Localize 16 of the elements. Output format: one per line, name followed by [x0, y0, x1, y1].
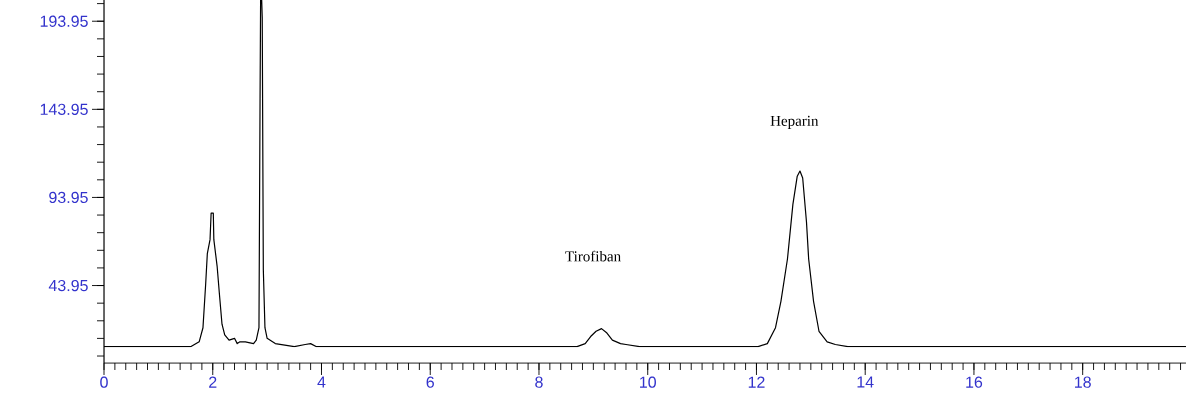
x-tick-label: 10 — [640, 376, 656, 388]
x-tick-label: 6 — [426, 376, 434, 388]
x-tick-label: 16 — [966, 376, 983, 388]
x-tick-label: 18 — [1075, 376, 1091, 388]
x-tick-label: 14 — [857, 376, 874, 388]
x-tick-label: 2 — [209, 376, 217, 388]
x-tick-label: 12 — [748, 376, 765, 388]
y-tick-label: 43.95 — [48, 279, 88, 292]
x-tick-label: 0 — [100, 376, 108, 388]
annotation: Tirofiban — [565, 250, 621, 262]
y-tick-label: 93.95 — [49, 191, 88, 204]
x-tick-label: 4 — [317, 376, 326, 388]
annotation: Heparin — [770, 115, 819, 129]
y-tick-label: 193.95 — [40, 15, 88, 27]
y-tick-label: 143.95 — [40, 103, 88, 115]
x-tick-label: 8 — [535, 376, 543, 388]
